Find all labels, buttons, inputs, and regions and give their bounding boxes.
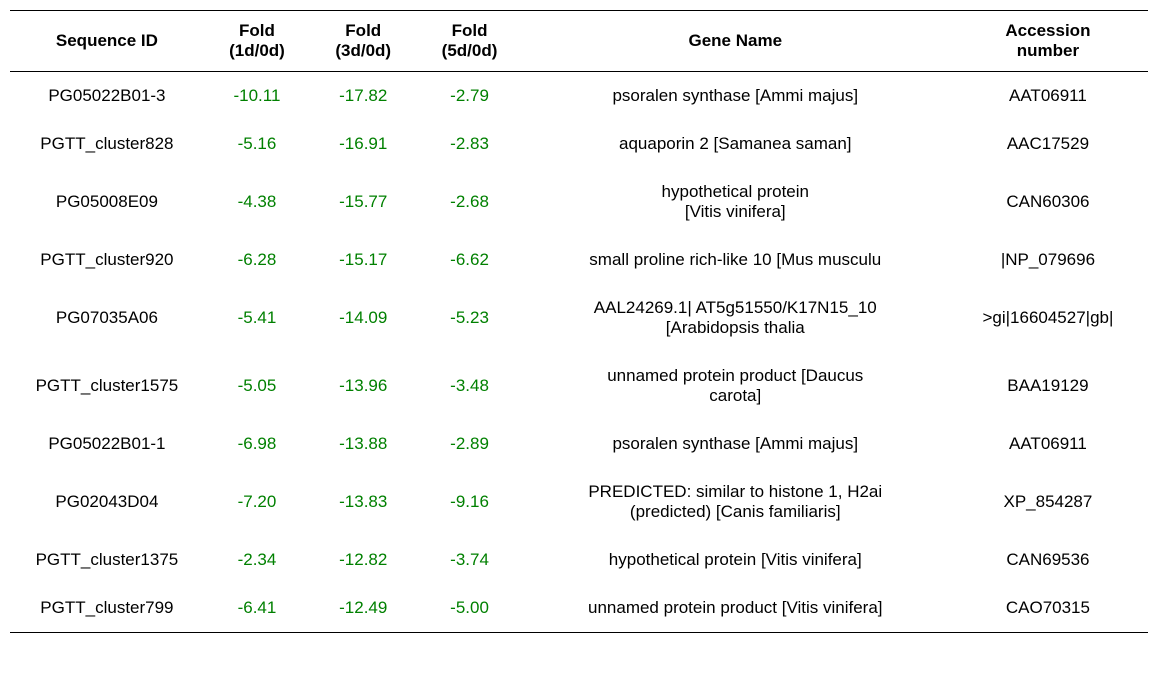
header-sequence-id: Sequence ID <box>10 11 204 72</box>
table-row: PG02043D04-7.20-13.83-9.16PREDICTED: sim… <box>10 468 1148 536</box>
table-row: PG05022B01-3-10.11-17.82-2.79psoralen sy… <box>10 72 1148 121</box>
cell-fold3: -12.49 <box>310 584 416 633</box>
header-gene-name: Gene Name <box>523 11 948 72</box>
table-header-row: Sequence ID Fold (1d/0d) Fold (3d/0d) Fo… <box>10 11 1148 72</box>
cell-fold1: -5.05 <box>204 352 310 420</box>
table-row: PG05008E09-4.38-15.77-2.68hypothetical p… <box>10 168 1148 236</box>
cell-accession: >gi|16604527|gb| <box>948 284 1148 352</box>
cell-gene-name: PREDICTED: similar to histone 1, H2ai(pr… <box>523 468 948 536</box>
cell-fold1: -2.34 <box>204 536 310 584</box>
table-row: PGTT_cluster1375-2.34-12.82-3.74hypothet… <box>10 536 1148 584</box>
cell-fold5: -6.62 <box>416 236 522 284</box>
table-row: PGTT_cluster1575-5.05-13.96-3.48unnamed … <box>10 352 1148 420</box>
cell-fold3: -15.17 <box>310 236 416 284</box>
cell-accession: CAN60306 <box>948 168 1148 236</box>
cell-fold3: -12.82 <box>310 536 416 584</box>
cell-fold3: -14.09 <box>310 284 416 352</box>
cell-fold3: -16.91 <box>310 120 416 168</box>
cell-accession: |NP_079696 <box>948 236 1148 284</box>
cell-accession: AAC17529 <box>948 120 1148 168</box>
cell-gene-name: unnamed protein product [Daucuscarota] <box>523 352 948 420</box>
cell-fold5: -9.16 <box>416 468 522 536</box>
cell-accession: BAA19129 <box>948 352 1148 420</box>
cell-sequence-id: PGTT_cluster1375 <box>10 536 204 584</box>
header-fold-label: Fold <box>345 21 381 40</box>
cell-accession: AAT06911 <box>948 72 1148 121</box>
cell-sequence-id: PG07035A06 <box>10 284 204 352</box>
cell-accession: CAO70315 <box>948 584 1148 633</box>
header-fold1: Fold (1d/0d) <box>204 11 310 72</box>
cell-fold5: -3.74 <box>416 536 522 584</box>
cell-fold1: -6.41 <box>204 584 310 633</box>
cell-accession: XP_854287 <box>948 468 1148 536</box>
header-accession-label: Accession <box>1005 21 1090 40</box>
table-row: PG05022B01-1-6.98-13.88-2.89psoralen syn… <box>10 420 1148 468</box>
cell-fold3: -13.96 <box>310 352 416 420</box>
cell-fold1: -4.38 <box>204 168 310 236</box>
cell-sequence-id: PG05008E09 <box>10 168 204 236</box>
cell-gene-name: psoralen synthase [Ammi majus] <box>523 420 948 468</box>
table-row: PGTT_cluster920-6.28-15.17-6.62small pro… <box>10 236 1148 284</box>
cell-gene-name: psoralen synthase [Ammi majus] <box>523 72 948 121</box>
cell-gene-name: hypothetical protein [Vitis vinifera] <box>523 536 948 584</box>
cell-fold3: -13.83 <box>310 468 416 536</box>
cell-accession: AAT06911 <box>948 420 1148 468</box>
table-row: PGTT_cluster799-6.41-12.49-5.00unnamed p… <box>10 584 1148 633</box>
header-accession-sub: number <box>956 41 1140 61</box>
header-accession: Accession number <box>948 11 1148 72</box>
header-fold5-sub: (5d/0d) <box>424 41 514 61</box>
header-fold-label: Fold <box>452 21 488 40</box>
header-fold3-sub: (3d/0d) <box>318 41 408 61</box>
gene-expression-table: Sequence ID Fold (1d/0d) Fold (3d/0d) Fo… <box>10 10 1148 633</box>
cell-sequence-id: PGTT_cluster799 <box>10 584 204 633</box>
header-fold5: Fold (5d/0d) <box>416 11 522 72</box>
cell-gene-name: hypothetical protein[Vitis vinifera] <box>523 168 948 236</box>
cell-fold1: -10.11 <box>204 72 310 121</box>
cell-fold5: -3.48 <box>416 352 522 420</box>
cell-fold5: -2.89 <box>416 420 522 468</box>
cell-fold5: -5.00 <box>416 584 522 633</box>
cell-accession: CAN69536 <box>948 536 1148 584</box>
header-fold1-sub: (1d/0d) <box>212 41 302 61</box>
cell-gene-name: unnamed protein product [Vitis vinifera] <box>523 584 948 633</box>
cell-fold3: -13.88 <box>310 420 416 468</box>
cell-fold5: -5.23 <box>416 284 522 352</box>
cell-fold1: -6.28 <box>204 236 310 284</box>
table-row: PGTT_cluster828-5.16-16.91-2.83aquaporin… <box>10 120 1148 168</box>
header-fold3: Fold (3d/0d) <box>310 11 416 72</box>
cell-fold1: -5.16 <box>204 120 310 168</box>
cell-fold3: -17.82 <box>310 72 416 121</box>
cell-sequence-id: PGTT_cluster920 <box>10 236 204 284</box>
cell-fold1: -6.98 <box>204 420 310 468</box>
cell-sequence-id: PG05022B01-3 <box>10 72 204 121</box>
header-fold-label: Fold <box>239 21 275 40</box>
cell-sequence-id: PGTT_cluster828 <box>10 120 204 168</box>
cell-fold1: -5.41 <box>204 284 310 352</box>
cell-fold5: -2.79 <box>416 72 522 121</box>
cell-sequence-id: PGTT_cluster1575 <box>10 352 204 420</box>
cell-gene-name: small proline rich-like 10 [Mus musculu <box>523 236 948 284</box>
cell-gene-name: AAL24269.1| AT5g51550/K17N15_10[Arabidop… <box>523 284 948 352</box>
cell-sequence-id: PG05022B01-1 <box>10 420 204 468</box>
cell-gene-name: aquaporin 2 [Samanea saman] <box>523 120 948 168</box>
cell-fold5: -2.83 <box>416 120 522 168</box>
cell-sequence-id: PG02043D04 <box>10 468 204 536</box>
cell-fold1: -7.20 <box>204 468 310 536</box>
table-body: PG05022B01-3-10.11-17.82-2.79psoralen sy… <box>10 72 1148 633</box>
cell-fold3: -15.77 <box>310 168 416 236</box>
cell-fold5: -2.68 <box>416 168 522 236</box>
table-row: PG07035A06-5.41-14.09-5.23AAL24269.1| AT… <box>10 284 1148 352</box>
